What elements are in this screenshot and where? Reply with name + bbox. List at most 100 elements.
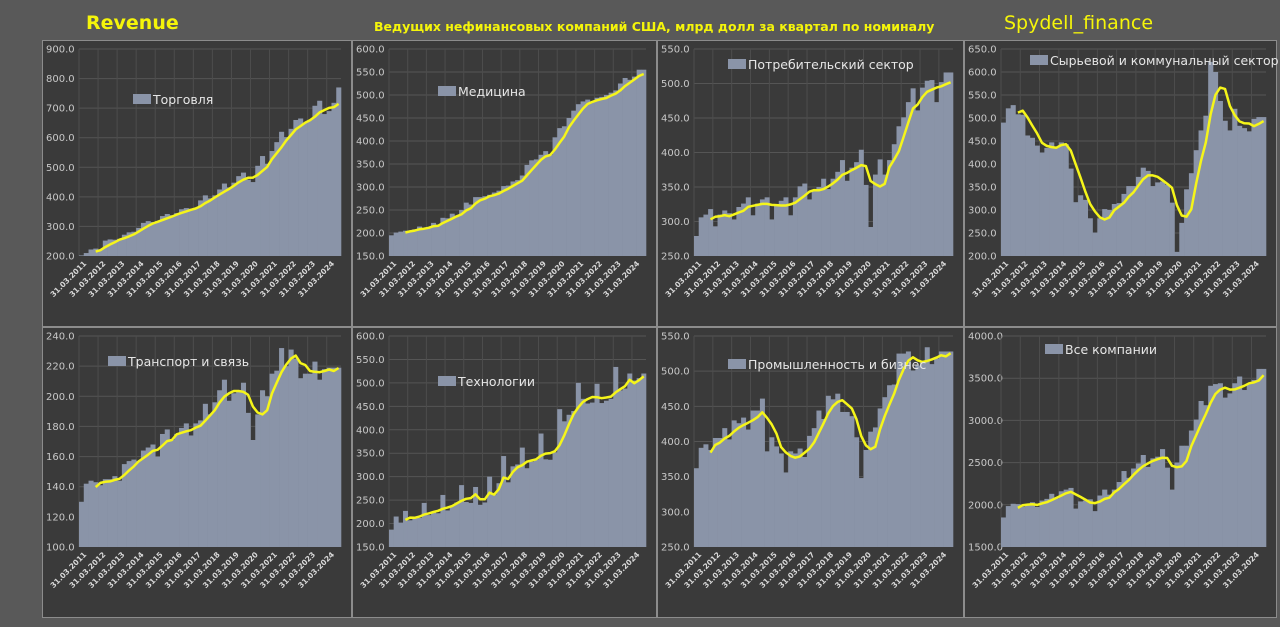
legend-swatch <box>108 356 126 366</box>
bar <box>1160 449 1166 547</box>
bar <box>538 154 544 256</box>
moving-average-line <box>405 72 645 234</box>
chart-panel: 250.0 300.0 350.0 400.0 450.0 500.0 550.0 31.03… <box>657 40 964 327</box>
bar <box>403 510 408 547</box>
bar <box>102 479 108 547</box>
bar <box>1179 222 1185 256</box>
bar <box>236 390 242 547</box>
moving-average-line <box>1017 374 1265 509</box>
bar <box>887 385 893 547</box>
bar <box>694 468 700 547</box>
bar <box>250 439 256 547</box>
chart-panel: 1500.0 2000.0 2500.0 3000.0 3500.0 4000.0 31.0… <box>964 327 1277 618</box>
bar <box>698 217 704 256</box>
bar <box>627 373 633 547</box>
bar <box>463 202 469 256</box>
bar <box>1039 500 1045 547</box>
bar <box>741 417 747 547</box>
bar <box>901 117 907 256</box>
bar <box>417 517 423 547</box>
bar <box>802 456 808 547</box>
bar <box>741 203 747 256</box>
bar <box>1102 489 1108 547</box>
bar <box>830 399 836 547</box>
bar <box>797 448 803 547</box>
y-tick-label: 200.0 <box>46 252 75 263</box>
bar <box>477 197 483 256</box>
bar <box>435 224 441 256</box>
bar <box>547 459 553 547</box>
bar <box>164 429 170 547</box>
bar <box>938 82 944 256</box>
bar <box>1097 495 1103 547</box>
bar <box>112 476 118 547</box>
bar <box>1145 170 1151 256</box>
y-tick-label: 250.0 <box>356 206 385 217</box>
bar <box>1039 152 1045 256</box>
bar <box>557 128 563 256</box>
bar <box>1073 202 1079 256</box>
bar <box>174 213 180 256</box>
bar <box>807 199 813 256</box>
bar <box>1246 383 1252 547</box>
bar <box>505 185 511 256</box>
bar <box>849 167 855 256</box>
bar <box>417 226 423 256</box>
bar <box>929 364 935 547</box>
bar <box>312 105 318 256</box>
bar <box>561 421 567 547</box>
bar <box>1198 130 1204 256</box>
bar <box>1087 499 1093 547</box>
bar <box>811 191 817 256</box>
bar <box>877 159 883 256</box>
bar <box>487 476 493 547</box>
moving-average-line <box>709 81 952 221</box>
bar <box>136 461 142 547</box>
bar <box>533 159 539 256</box>
bar <box>901 353 907 547</box>
bar <box>617 390 623 547</box>
bar <box>788 451 794 547</box>
bar <box>1049 142 1055 256</box>
chart-svg: 150.0 200.0 250.0 300.0 350.0 400.0 450.0 500.0… <box>356 45 647 299</box>
bar <box>482 196 488 256</box>
bar <box>1135 463 1142 547</box>
bar <box>1217 100 1223 256</box>
y-tick-label: 400.0 <box>356 137 385 148</box>
chart-panel: 200.0 250.0 300.0 350.0 400.0 450.0 500.0 550.0… <box>964 40 1278 327</box>
bar <box>459 210 465 256</box>
bar <box>1155 182 1161 256</box>
bar <box>774 204 780 256</box>
bar <box>694 235 700 256</box>
bar <box>1208 61 1214 256</box>
bar <box>783 197 789 256</box>
bar <box>726 439 732 547</box>
bar <box>269 151 275 256</box>
bar <box>312 361 318 547</box>
bar <box>188 208 194 256</box>
legend-swatch <box>728 59 746 69</box>
bar <box>421 228 427 256</box>
bar <box>1029 137 1036 256</box>
bar <box>198 200 204 256</box>
bar <box>326 111 332 256</box>
bar <box>183 423 189 547</box>
bar <box>929 80 935 256</box>
bar <box>426 515 432 547</box>
bar <box>454 215 460 256</box>
chart-panel: 250.0 300.0 350.0 400.0 450.0 500.0 550.0 31.03… <box>657 327 964 618</box>
bar <box>708 209 714 256</box>
bar <box>212 402 218 547</box>
bar <box>93 482 99 547</box>
bar <box>307 373 313 547</box>
y-tick-label: 550.0 <box>968 91 997 102</box>
bar <box>83 483 89 547</box>
bar <box>1261 117 1267 256</box>
bar <box>617 83 623 256</box>
bar <box>193 423 199 547</box>
y-tick-label: 500.0 <box>661 367 690 378</box>
bar <box>1227 393 1233 547</box>
bar <box>1164 184 1170 256</box>
bar <box>169 215 175 256</box>
bar <box>440 217 446 256</box>
